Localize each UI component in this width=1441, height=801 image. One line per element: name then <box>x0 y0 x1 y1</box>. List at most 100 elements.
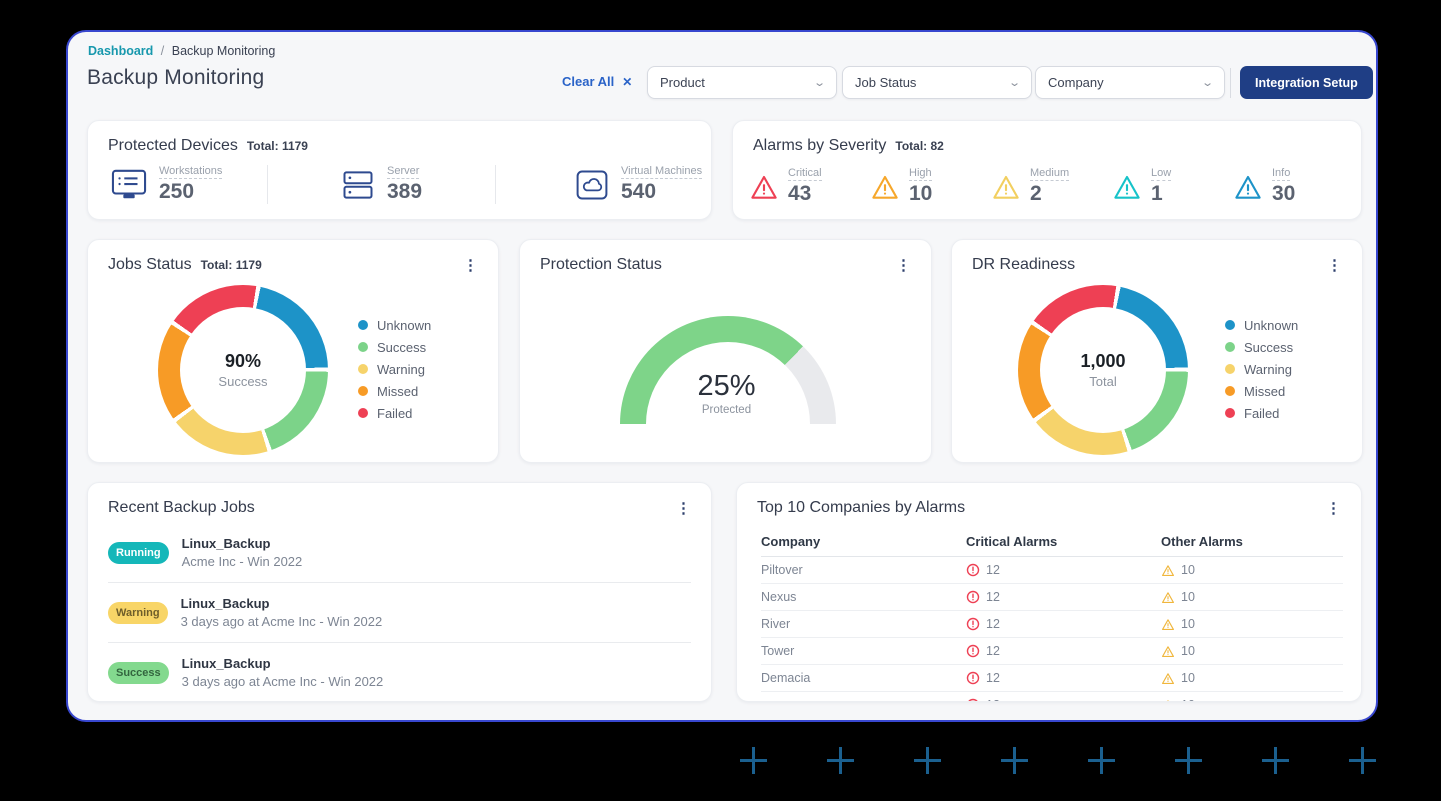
critical-alarm-icon <box>966 617 980 631</box>
critical-alarm-icon <box>966 698 980 701</box>
company-cell: Demacia <box>761 671 811 685</box>
warning-triangle-icon <box>1112 173 1142 201</box>
legend-label: Missed <box>1244 383 1286 399</box>
table-row: Piltover 12 <box>761 557 1343 584</box>
alarm-severity-label: Info <box>1272 167 1291 181</box>
status-badge: Running <box>108 541 169 564</box>
table-header-row: Company Critical Alarms Other Alarms <box>761 527 1343 557</box>
legend-dot <box>1225 342 1235 352</box>
protection-status-center: 25% Protected <box>520 370 931 416</box>
dr-readiness-center-label: Total <box>1089 374 1117 389</box>
critical-alarms-value: 12 <box>986 590 1000 604</box>
breadcrumb-separator: / <box>160 44 165 58</box>
protected-devices-stats: Workstations 250 Server <box>88 165 711 204</box>
dr-readiness-card: DR Readiness ⋮ 1,000 Total Unknown <box>951 239 1363 463</box>
job-detail: 3 days ago at Acme Inc - Win 2022 <box>181 674 384 689</box>
other-alarms-value: 10 <box>1181 590 1195 604</box>
virtual-machines-value: 540 <box>621 180 657 203</box>
recent-backup-jobs-card: Recent Backup Jobs ⋮ Running Linux_Backu… <box>87 482 712 702</box>
kebab-menu-icon[interactable]: ⋮ <box>1327 257 1342 274</box>
breadcrumb-dashboard-link[interactable]: Dashboard <box>88 44 154 58</box>
jobs-status-total: Total: 1179 <box>200 258 262 272</box>
virtual-machines-icon <box>574 168 610 202</box>
server-stat: Server 389 <box>267 165 495 204</box>
server-label: Server <box>387 165 420 179</box>
protection-status-title: Protection Status <box>540 256 662 273</box>
integration-setup-button[interactable]: Integration Setup <box>1240 66 1373 99</box>
plus-icon <box>827 747 854 774</box>
top-companies-table: Company Critical Alarms Other Alarms Pil… <box>761 527 1343 701</box>
close-icon[interactable]: ✕ <box>622 74 633 89</box>
critical-alarms-value: 12 <box>986 671 1000 685</box>
job-name: Linux_Backup <box>181 656 271 671</box>
critical-alarm-icon <box>966 644 980 658</box>
breadcrumb-current: Backup Monitoring <box>171 44 276 58</box>
clear-all-button[interactable]: Clear All ✕ <box>562 74 632 89</box>
company-filter-label: Company <box>1048 75 1104 90</box>
protected-devices-total: Total: 1179 <box>246 139 308 153</box>
company-cell: Piltover <box>761 563 803 577</box>
legend-label: Missed <box>377 383 419 399</box>
job-status-filter-dropdown[interactable]: Job Status ⌄ <box>842 66 1032 99</box>
critical-alarms-value: 12 <box>986 563 1000 577</box>
critical-alarms-value: 12 <box>986 617 1000 631</box>
job-name: Linux_Backup <box>180 596 270 611</box>
backup-job-row: Success Linux_Backup 3 days ago at Acme … <box>108 643 691 701</box>
legend-dot <box>1225 408 1235 418</box>
plus-icon <box>1175 747 1202 774</box>
plus-icon <box>1088 747 1115 774</box>
legend-item: Failed <box>1225 405 1298 421</box>
company-filter-dropdown[interactable]: Company ⌄ <box>1035 66 1225 99</box>
protected-devices-card: Protected Devices Total: 1179 <box>87 120 712 220</box>
plus-icon <box>740 747 767 774</box>
legend-label: Failed <box>1244 405 1280 421</box>
virtual-machines-stat: Virtual Machines 540 <box>495 165 711 204</box>
other-alarms-cell: 10 <box>1161 617 1343 631</box>
top-companies-card: Top 10 Companies by Alarms ⋮ Company Cri… <box>736 482 1362 702</box>
kebab-menu-icon[interactable]: ⋮ <box>463 257 478 274</box>
critical-alarm-icon <box>966 563 980 577</box>
jobs-status-center-label: Success <box>218 374 268 389</box>
column-header-company: Company <box>761 534 821 549</box>
chevron-down-icon: ⌄ <box>1200 77 1214 89</box>
job-detail: Acme Inc - Win 2022 <box>181 554 303 569</box>
chevron-down-icon: ⌄ <box>812 77 826 89</box>
alarm-severity-value: 30 <box>1272 182 1296 205</box>
alarms-by-severity-card: Alarms by Severity Total: 82 <box>732 120 1362 220</box>
alarm-severity-item: Info 30 <box>1233 167 1354 206</box>
legend-item: Missed <box>1225 383 1298 399</box>
other-alarm-icon <box>1161 645 1175 658</box>
legend-item: Warning <box>1225 361 1298 377</box>
legend-label: Warning <box>1244 361 1292 377</box>
critical-alarms-cell: 12 <box>966 563 1161 577</box>
status-badge: Warning <box>108 601 168 624</box>
other-alarms-cell: 10 <box>1161 563 1343 577</box>
product-filter-label: Product <box>660 75 705 90</box>
server-icon <box>340 168 376 202</box>
status-badge: Success <box>108 661 169 684</box>
recent-jobs-list: Running Linux_Backup Acme Inc - Win 2022… <box>88 523 711 701</box>
alarm-severity-item: Medium 2 <box>991 167 1112 206</box>
breadcrumb: Dashboard / Backup Monitoring <box>88 44 275 58</box>
dr-readiness-donut-chart: 1,000 Total <box>1018 285 1188 455</box>
job-detail: 3 days ago at Acme Inc - Win 2022 <box>180 614 383 629</box>
header-divider <box>1230 68 1231 98</box>
critical-alarm-icon <box>966 671 980 685</box>
product-filter-dropdown[interactable]: Product ⌄ <box>647 66 837 99</box>
column-header-critical-alarms: Critical Alarms <box>966 534 1058 549</box>
dr-readiness-legend: Unknown Success Warning Missed <box>1225 317 1299 421</box>
workstations-value: 250 <box>159 180 195 203</box>
clear-all-label[interactable]: Clear All <box>562 74 615 89</box>
critical-alarms-value: 12 <box>986 698 1000 701</box>
kebab-menu-icon[interactable]: ⋮ <box>676 500 691 517</box>
kebab-menu-icon[interactable]: ⋮ <box>1326 500 1341 517</box>
workstations-label: Workstations <box>159 165 223 179</box>
legend-item: Success <box>1225 340 1298 355</box>
decorative-plus-row <box>740 747 1376 774</box>
kebab-menu-icon[interactable]: ⋮ <box>896 257 911 274</box>
jobs-status-card: Jobs Status Total: 1179 ⋮ 90% Success Un… <box>87 239 499 463</box>
other-alarm-icon <box>1161 591 1175 604</box>
legend-label: Unknown <box>1244 317 1299 333</box>
warning-triangle-icon <box>991 173 1021 201</box>
protection-status-card: Protection Status ⋮ 25% Protected <box>519 239 932 463</box>
